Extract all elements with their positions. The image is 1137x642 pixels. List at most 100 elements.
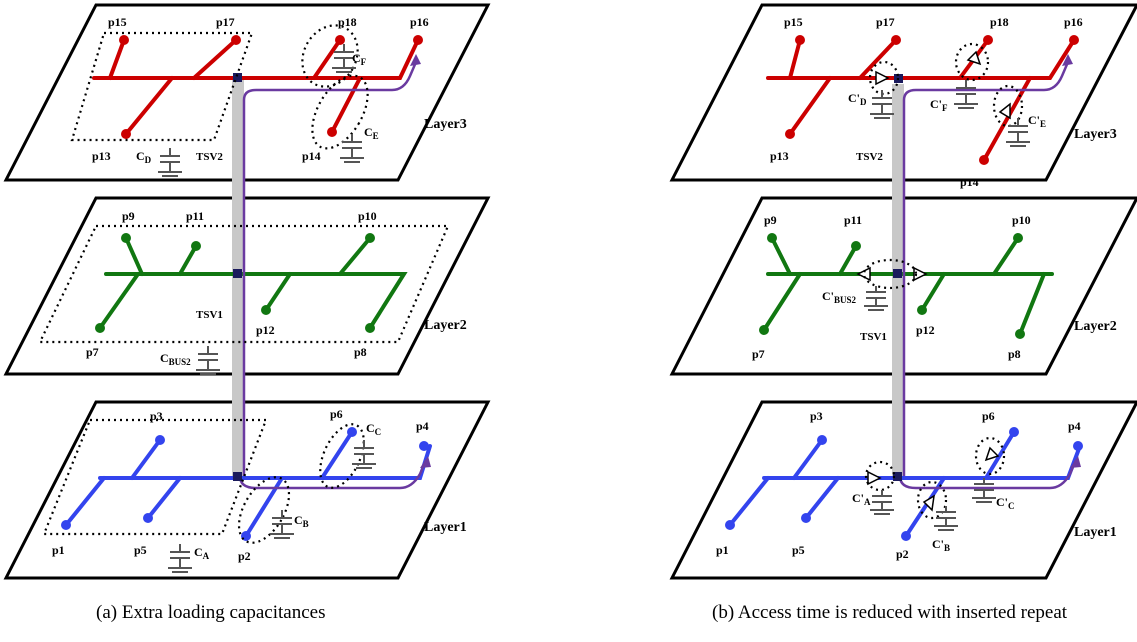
cap-label-a: C'A: [852, 491, 871, 507]
tsv2-label: TSV2: [856, 151, 883, 163]
pin-label: p13: [770, 149, 789, 163]
tsv-node-icon: [893, 269, 902, 278]
pin-label: p1: [52, 543, 65, 557]
pin-label: p12: [916, 323, 935, 337]
pin-label: p2: [238, 549, 251, 563]
tsv2-label: TSV2: [196, 151, 223, 163]
layer1-pins-b: [725, 427, 1083, 541]
tsv-pillar-b: [892, 84, 904, 476]
layer2-plane-b: [669, 196, 1137, 376]
layer2-net-a: [98, 236, 408, 330]
path-arrow-icon: [1070, 456, 1081, 468]
access-path-layer1-b: [898, 459, 1078, 490]
pin-label: p10: [358, 209, 377, 223]
pin-label: p13: [92, 149, 111, 163]
pin-label: p2: [896, 547, 909, 561]
pin-label: p14: [960, 175, 979, 189]
pin-label: p17: [876, 15, 895, 29]
cap-label-d: CD: [136, 149, 152, 165]
pin-label: p15: [108, 15, 127, 29]
pin-label: p8: [354, 345, 367, 359]
panel-a: Layer3 Layer2 Layer1 p15 p17 p18 p16 p13…: [3, 3, 491, 623]
layer1-plane-b: [669, 400, 1137, 580]
layer2-plane-a: [3, 196, 491, 376]
layer1-pins-a: [61, 427, 429, 541]
repeater-icon: [984, 446, 1000, 462]
access-path-up-b: [902, 61, 1070, 476]
cap-label-b: CB: [294, 513, 309, 529]
pin-label: p18: [338, 15, 357, 29]
cap-label-c: C'C: [996, 495, 1015, 511]
layer3-pins-a: [119, 35, 423, 139]
layer1-label: Layer1: [424, 520, 467, 535]
pin-label: p6: [982, 409, 995, 423]
capacitor-icon: [870, 90, 894, 119]
pin-label: p6: [330, 407, 343, 421]
dotted-regions-b: [862, 42, 1024, 520]
pin-label: p12: [256, 323, 275, 337]
capacitor-icon: [954, 80, 978, 109]
caption-b: (b) Access time is reduced with inserted…: [712, 602, 1068, 623]
access-path-layer1-a: [238, 459, 428, 490]
repeater-icons-b: [856, 50, 1011, 512]
layer3-label: Layer3: [424, 117, 467, 132]
cap-label-f: C'F: [930, 97, 948, 113]
path-arrow-icon: [420, 456, 431, 468]
layer3-plane-b: [669, 3, 1137, 182]
pin-label: p5: [792, 543, 805, 557]
pin-label: p17: [216, 15, 235, 29]
capacitor-icon: [934, 506, 958, 531]
layer1-plane-a: [3, 400, 491, 580]
tsv1-label: TSV1: [860, 331, 887, 343]
pin-label: p3: [150, 409, 163, 423]
layer2-pins-a: [95, 233, 375, 333]
pin-label: p3: [810, 409, 823, 423]
tsv-node-icon: [893, 472, 902, 481]
tsv-node-icon: [233, 73, 242, 82]
tsv-node-icon: [233, 269, 242, 278]
repeater-icon: [867, 470, 882, 486]
pin-label: p8: [1008, 347, 1021, 361]
cap-label-c: CC: [366, 421, 381, 437]
pin-label: p11: [186, 209, 204, 223]
cap-label-a: CA: [194, 545, 210, 561]
capacitor-icons-b: [864, 80, 1030, 531]
pin-label: p5: [134, 543, 147, 557]
access-path-up-a: [242, 61, 418, 476]
pin-label: p16: [1064, 15, 1083, 29]
cap-label-b: C'B: [932, 537, 950, 553]
pin-label: p9: [122, 209, 135, 223]
capacitor-icon: [352, 440, 376, 469]
repeater-icon: [913, 266, 928, 282]
layer3-net-b: [766, 38, 1076, 162]
layer3-net-a: [92, 38, 420, 136]
capacitor-icon: [158, 148, 182, 177]
pin-label: p4: [416, 419, 429, 433]
layer2-net-b: [762, 236, 1054, 336]
pin-label: p16: [410, 15, 429, 29]
pin-label: p10: [1012, 213, 1031, 227]
path-arrow-icon: [410, 54, 421, 66]
layer1-label: Layer1: [1074, 525, 1117, 540]
tsv-node-icon: [233, 472, 242, 481]
cap-label-bus2: CBUS2: [160, 351, 191, 367]
capacitor-icons-a: [158, 44, 376, 573]
layer2-label: Layer2: [1074, 319, 1117, 334]
path-arrow-icon: [1062, 54, 1073, 66]
repeater-icon: [966, 50, 982, 66]
layer1-net-a: [64, 430, 432, 538]
pin-label: p7: [752, 347, 765, 361]
capacitor-icon: [168, 544, 192, 573]
layer2-label: Layer2: [424, 318, 467, 333]
layer2-pins-b: [759, 233, 1025, 339]
layer3-label: Layer3: [1074, 127, 1117, 142]
pin-label: p1: [716, 543, 729, 557]
pin-label: p18: [990, 15, 1009, 29]
repeater-icon: [922, 494, 935, 512]
pin-label: p14: [302, 149, 321, 163]
caption-a: (a) Extra loading capacitances: [96, 602, 325, 623]
pin-label: p9: [764, 213, 777, 227]
cap-label-f: CF: [352, 51, 367, 67]
